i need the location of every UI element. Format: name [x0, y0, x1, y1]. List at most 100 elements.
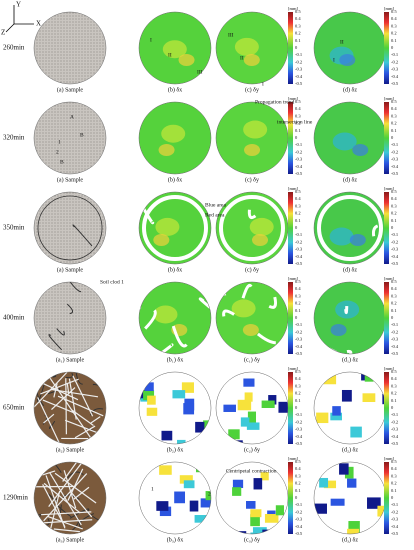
panel — [34, 12, 106, 84]
clod — [207, 516, 211, 526]
panel — [34, 192, 106, 264]
panel-disc — [34, 282, 106, 354]
colorbar-tick: 0.1 — [391, 218, 397, 223]
colorbar-tick: 0.4 — [295, 286, 301, 291]
clod — [350, 426, 362, 438]
clod — [330, 412, 342, 421]
annotation: II — [340, 39, 344, 45]
clod — [191, 529, 201, 534]
colorbar — [288, 372, 293, 444]
colorbar-unit: [mm] — [288, 186, 298, 191]
crack — [344, 305, 349, 315]
colorbar-tick: 0.1 — [391, 308, 397, 313]
colorbar-tick: -0.3 — [391, 517, 399, 522]
caption: (c) δy — [245, 176, 259, 183]
colorbar-tick: 0.2 — [295, 211, 301, 216]
annotation: I — [150, 37, 152, 43]
colorbar-tick: 0 — [295, 225, 298, 230]
panel-disc — [216, 372, 288, 444]
crack — [62, 462, 78, 482]
clod — [339, 463, 349, 475]
clod — [261, 400, 275, 409]
clod — [156, 501, 169, 511]
clod — [348, 521, 360, 533]
colorbar-tick: -0.2 — [391, 509, 398, 514]
clod — [244, 392, 253, 402]
crack — [43, 482, 81, 514]
colorbar-tick: -0.4 — [391, 254, 399, 259]
colorbar — [384, 102, 389, 174]
colorbar-tick: -0.1 — [391, 322, 398, 327]
crack — [41, 511, 92, 516]
time-label: 650min — [3, 404, 25, 412]
colorbar-tick: 0.4 — [391, 16, 397, 21]
annotation: III — [197, 69, 203, 75]
colorbar — [384, 462, 389, 534]
colorbar-tick: 0.1 — [295, 38, 301, 43]
crack — [103, 348, 106, 353]
colorbar-tick: 0.5 — [295, 99, 301, 104]
crack — [37, 397, 60, 443]
colorbar-tick: 0.3 — [391, 473, 397, 478]
crack — [369, 347, 378, 354]
clod — [247, 411, 257, 423]
clod — [189, 500, 199, 512]
clod — [223, 404, 236, 412]
colorbar-unit: [mm] — [384, 276, 394, 281]
caption: (a) Sample — [57, 266, 83, 273]
color-patch — [244, 144, 261, 156]
colorbar-tick: -0.3 — [391, 157, 399, 162]
caption: (c₂) δy — [244, 446, 260, 453]
colorbar-tick: 0 — [295, 405, 298, 410]
colorbar-tick: 0.3 — [391, 203, 397, 208]
colorbar-tick: -0.1 — [295, 502, 302, 507]
crack — [139, 306, 142, 329]
colorbar — [384, 372, 389, 444]
colorbar-tick: 0.4 — [391, 106, 397, 111]
crack — [42, 484, 66, 528]
colorbar-tick: 0.5 — [391, 369, 397, 374]
panel — [139, 462, 211, 534]
colorbar-tick: -0.5 — [295, 441, 303, 446]
colorbar-tick: 0 — [391, 495, 394, 500]
panel — [139, 12, 211, 84]
colorbar-tick: 0.5 — [295, 189, 301, 194]
colorbar-tick: -0.4 — [391, 164, 399, 169]
colorbar-tick: -0.1 — [295, 52, 302, 57]
colorbar-tick: 0.4 — [295, 196, 301, 201]
colorbar-tick: 0.4 — [391, 196, 397, 201]
colorbar-tick: 0.3 — [391, 23, 397, 28]
axis-z: Z — [1, 29, 5, 37]
crack — [68, 378, 77, 420]
clod — [367, 497, 381, 509]
colorbar-unit: [mm] — [288, 276, 298, 281]
caption: (a₂) Sample — [56, 446, 85, 453]
clod — [183, 403, 195, 415]
colorbar-tick: 0.1 — [295, 128, 301, 133]
colorbar-tick: 0.5 — [391, 279, 397, 284]
colorbar-tick: -0.3 — [295, 517, 303, 522]
crack-ring — [142, 195, 208, 261]
annotation: B — [60, 159, 64, 165]
axis-y: Y — [16, 1, 21, 9]
crack — [62, 494, 80, 500]
colorbar-tick: -0.3 — [391, 427, 399, 432]
caption: (c) δy — [245, 86, 259, 93]
crack — [371, 224, 379, 237]
annotation: II — [240, 55, 244, 61]
colorbar-unit: [mm] — [288, 96, 298, 101]
crack — [56, 328, 65, 336]
clod — [253, 478, 263, 490]
colorbar-tick: 0 — [391, 405, 394, 410]
crack-ring — [317, 195, 383, 261]
color-patch — [153, 305, 178, 324]
clod — [250, 514, 260, 527]
color-patch — [243, 54, 260, 66]
clod — [314, 503, 327, 514]
crack — [48, 420, 56, 430]
color-patch — [352, 144, 369, 156]
color-patch — [162, 40, 187, 59]
crack — [93, 466, 105, 469]
clod — [146, 407, 158, 416]
caption: (b) δx — [168, 176, 182, 183]
